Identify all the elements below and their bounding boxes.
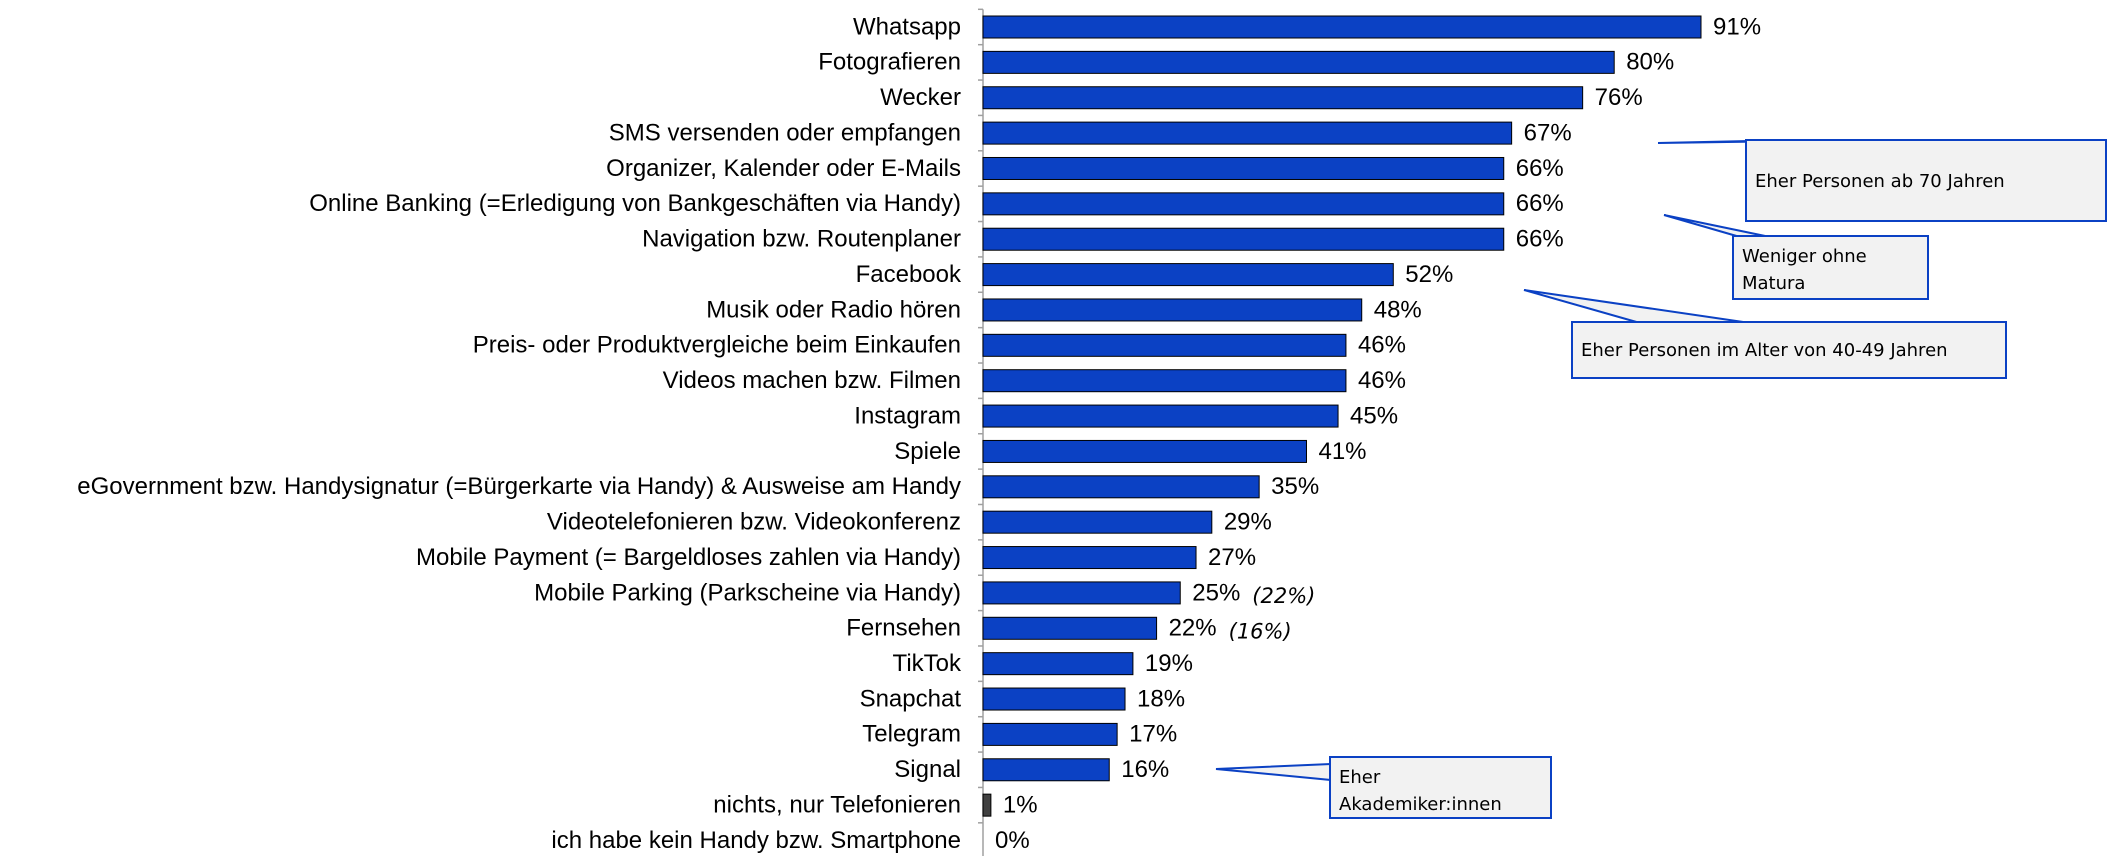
bar [982, 333, 1347, 357]
bar [982, 546, 1197, 570]
category-label: Musik oder Radio hören [706, 296, 961, 323]
category-label: Facebook [856, 261, 962, 288]
value-label: 67% [1524, 119, 1572, 146]
value-label: 29% [1224, 509, 1272, 536]
side-note: (16%) [1229, 619, 1292, 643]
callout-pointer [1215, 762, 1332, 782]
callout: Eher Personen ab 70 Jahren [1745, 139, 2107, 222]
bar [982, 86, 1584, 110]
value-label: 16% [1121, 756, 1169, 783]
value-label: 80% [1626, 49, 1674, 76]
value-label: 76% [1595, 84, 1643, 111]
callout: Eher Personen im Alter von 40-49 Jahren [1571, 321, 2007, 379]
bar [982, 369, 1347, 393]
bar [982, 15, 1702, 39]
bar [982, 510, 1213, 534]
category-label: Online Banking (=Erledigung von Bankgesc… [309, 190, 961, 217]
bar [982, 722, 1118, 746]
value-label: 41% [1318, 438, 1366, 465]
category-label: Whatsapp [853, 13, 961, 40]
bar [982, 50, 1615, 74]
category-label: Instagram [854, 402, 961, 429]
bar [982, 652, 1134, 676]
category-label: Fernsehen [846, 615, 961, 642]
value-label: 18% [1137, 685, 1185, 712]
callout: Weniger ohne Matura [1732, 235, 1929, 300]
value-label: 46% [1358, 332, 1406, 359]
bar [982, 475, 1260, 499]
value-label: 45% [1350, 402, 1398, 429]
callout-pointer [1523, 289, 1751, 324]
bar [982, 298, 1363, 322]
category-label: Navigation bzw. Routenplaner [642, 226, 961, 253]
bar [982, 439, 1307, 463]
side-note: (22%) [1252, 584, 1315, 608]
category-label: SMS versenden oder empfangen [609, 119, 961, 146]
category-label: Preis- oder Produktvergleiche beim Einka… [473, 332, 961, 359]
bar [982, 227, 1505, 251]
category-label: TikTok [893, 650, 962, 677]
category-label: Fotografieren [818, 49, 961, 76]
value-label: 1% [1003, 791, 1038, 818]
category-label: Mobile Payment (= Bargeldloses zahlen vi… [416, 544, 961, 571]
value-label: 52% [1405, 261, 1453, 288]
category-label: Wecker [880, 84, 961, 111]
category-label: Videotelefonieren bzw. Videokonferenz [547, 509, 961, 536]
value-label: 66% [1516, 155, 1564, 182]
value-label: 17% [1129, 721, 1177, 748]
bar [982, 616, 1158, 640]
category-label: ich habe kein Handy bzw. Smartphone [551, 827, 961, 854]
bar [982, 581, 1181, 605]
value-label: 66% [1516, 226, 1564, 253]
value-label: 22% [1169, 615, 1217, 642]
value-label: 25% [1192, 579, 1240, 606]
bar [982, 793, 992, 817]
value-label: 35% [1271, 473, 1319, 500]
value-label: 0% [995, 827, 1030, 854]
bar [982, 404, 1339, 428]
category-label: Telegram [862, 721, 961, 748]
value-label: 66% [1516, 190, 1564, 217]
value-label: 27% [1208, 544, 1256, 571]
category-label: Snapchat [860, 685, 962, 712]
callout: Eher Akademiker:innen [1329, 756, 1552, 819]
bar [982, 121, 1513, 145]
category-label: Organizer, Kalender oder E-Mails [606, 155, 961, 182]
category-label: Videos machen bzw. Filmen [663, 367, 961, 394]
bar [982, 156, 1505, 180]
value-label: 19% [1145, 650, 1193, 677]
category-label: Signal [894, 756, 961, 783]
value-label: 48% [1374, 296, 1422, 323]
value-label: 46% [1358, 367, 1406, 394]
bar [982, 687, 1126, 711]
bar [982, 192, 1505, 216]
category-label: Spiele [894, 438, 961, 465]
category-label: eGovernment bzw. Handysignatur (=Bürgerk… [77, 473, 961, 500]
category-label: nichts, nur Telefonieren [713, 791, 961, 818]
bar [982, 263, 1394, 287]
bar [982, 758, 1110, 782]
category-label: Mobile Parking (Parkscheine via Handy) [534, 579, 961, 606]
value-label: 91% [1713, 13, 1761, 40]
